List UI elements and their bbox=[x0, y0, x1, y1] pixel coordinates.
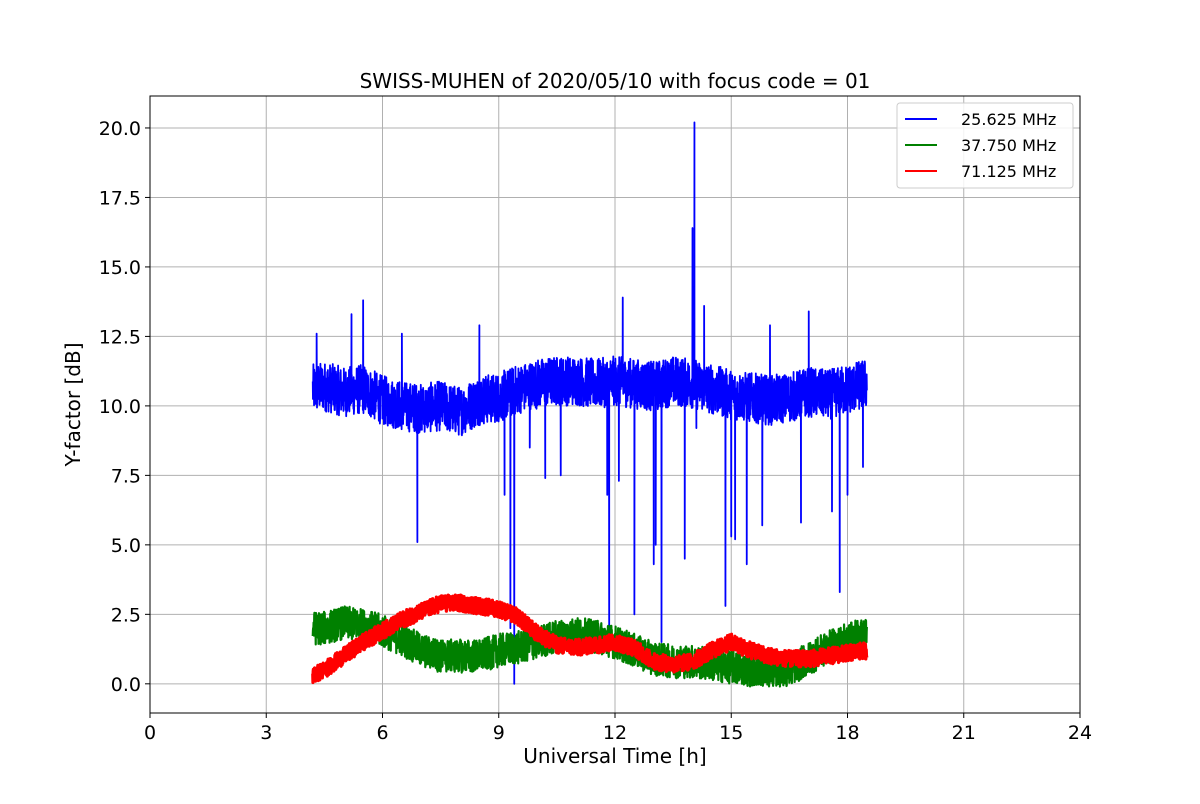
legend: 25.625 MHz 37.750 MHz 71.125 MHz bbox=[896, 102, 1074, 189]
x-tick-label: 9 bbox=[493, 722, 505, 744]
y-tick-label: 20.0 bbox=[99, 118, 141, 140]
x-tick-label: 6 bbox=[376, 722, 388, 744]
ticks: 0 3 6 9 12 15 18 21 24 0.0 2.5 5.0 7.5 10.0 12.5 15.0 17… bbox=[99, 118, 1092, 744]
x-tick-label: 18 bbox=[835, 722, 859, 744]
y-axis-label: Y-factor [dB] bbox=[61, 342, 85, 467]
y-tick-label: 0.0 bbox=[111, 674, 141, 696]
y-tick-label: 12.5 bbox=[99, 326, 141, 348]
x-tick-label: 24 bbox=[1068, 722, 1092, 744]
legend-label-3: 71.125 MHz bbox=[961, 162, 1056, 181]
chart-title: SWISS-MUHEN of 2020/05/10 with focus cod… bbox=[360, 69, 871, 93]
x-tick-label: 12 bbox=[603, 722, 627, 744]
x-tick-label: 3 bbox=[260, 722, 272, 744]
series-layer bbox=[311, 121, 869, 688]
series-line-3 bbox=[311, 593, 869, 685]
y-tick-label: 15.0 bbox=[99, 257, 141, 279]
y-tick-label: 7.5 bbox=[111, 465, 141, 487]
legend-label-1: 25.625 MHz bbox=[961, 110, 1056, 129]
x-axis-label: Universal Time [h] bbox=[523, 744, 706, 768]
y-tick-label: 17.5 bbox=[99, 187, 141, 209]
x-tick-label: 0 bbox=[144, 722, 156, 744]
y-tick-label: 10.0 bbox=[99, 396, 141, 418]
legend-label-2: 37.750 MHz bbox=[961, 136, 1056, 155]
x-tick-label: 15 bbox=[719, 722, 743, 744]
y-tick-label: 2.5 bbox=[111, 604, 141, 626]
series-line-1 bbox=[311, 121, 868, 685]
y-tick-label: 5.0 bbox=[111, 535, 141, 557]
legend-box bbox=[896, 102, 1074, 189]
x-tick-label: 21 bbox=[952, 722, 976, 744]
